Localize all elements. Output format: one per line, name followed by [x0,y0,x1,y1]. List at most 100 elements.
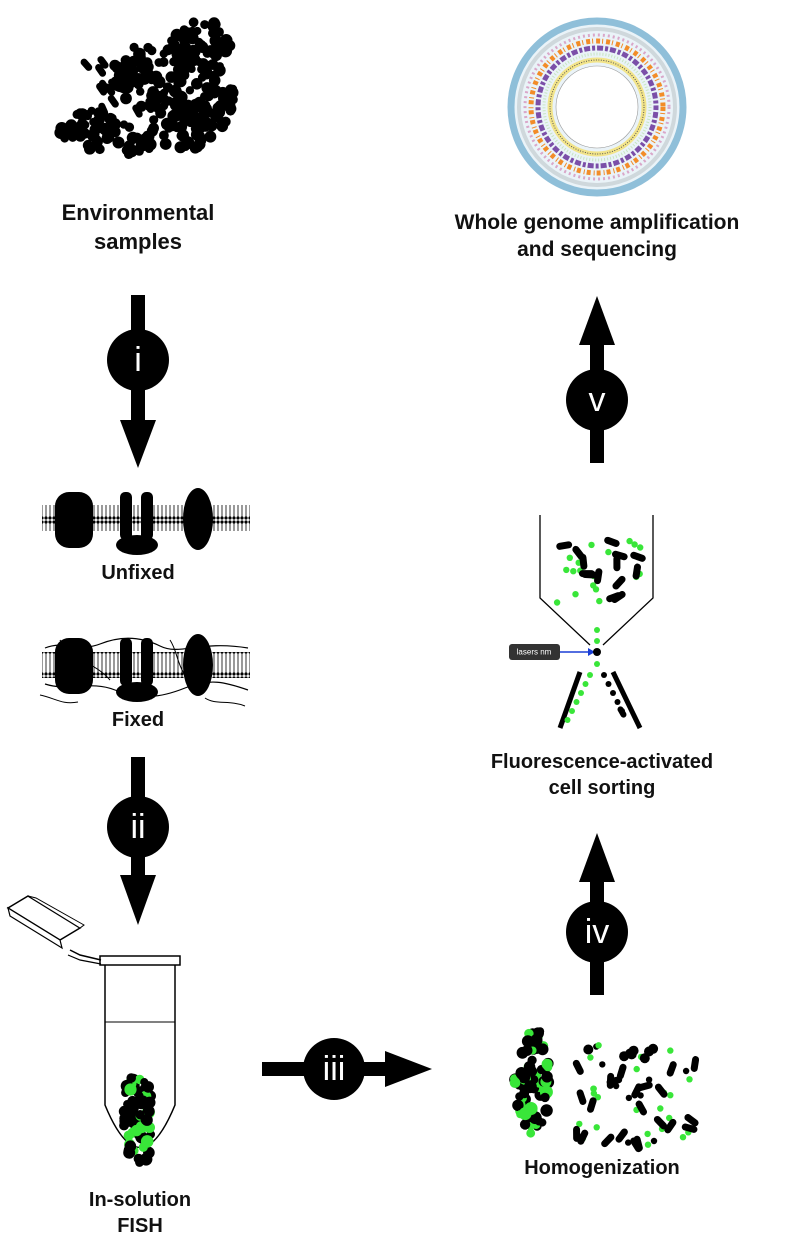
cell [200,92,208,100]
step-iii-arrow [262,1038,432,1100]
cell [616,1063,627,1080]
cell [683,1068,689,1074]
homogenized-clump [509,1027,554,1137]
cell [627,1049,637,1059]
homogenization-label: Homogenization [482,1155,722,1181]
cell [175,141,187,153]
step-ii-label: ii [130,808,145,846]
cell [667,1047,673,1053]
cell [159,57,169,67]
fixed-label: Fixed [48,707,228,733]
cell [113,137,125,149]
cell [657,1105,663,1111]
cell [209,71,219,81]
cell [586,1096,597,1113]
cell [626,1095,632,1101]
cell [591,1090,597,1096]
cell [600,1132,616,1148]
cell [124,1145,134,1155]
wga-line-1: Whole genome amplification [412,209,782,236]
cell [610,690,616,696]
step-iii-label: iii [323,1050,346,1088]
cell [651,1138,657,1144]
cell [530,1034,542,1046]
environmental-samples-label: Environmental samples [38,199,238,256]
facs-cells [554,536,647,723]
step-v-arrow [566,296,628,463]
cell [554,599,560,605]
cell [594,638,600,644]
step-iv-label: iv [585,913,610,951]
cell [170,99,180,109]
cell [542,1059,553,1070]
cell [186,57,194,65]
cell [603,536,620,548]
cell [587,1054,593,1060]
cell [601,672,607,678]
cell [616,705,627,718]
cell [190,115,199,124]
cell [599,1061,605,1067]
cell [120,93,132,105]
cell [141,1114,153,1126]
wga-line-2: and sequencing [412,236,782,263]
cell [593,648,601,656]
cell [74,124,83,133]
in-solution-fish-line-2: FISH [40,1213,240,1239]
cell [583,681,589,687]
cell [605,549,611,555]
cell [667,1092,673,1098]
cell [147,105,155,113]
cell [217,121,229,133]
cell [171,29,184,42]
cell [229,85,237,93]
cell [563,567,569,573]
step-i-label: i [134,341,142,379]
environmental-samples-line-1: Environmental [38,199,238,228]
cell [109,60,120,71]
cell [569,708,575,714]
circular-genome-map-icon [511,21,683,193]
cell [223,36,232,45]
cell [606,681,612,687]
cell [62,127,73,138]
cell [202,121,211,130]
cell [565,717,571,723]
cell [207,45,215,53]
cell [644,1131,650,1137]
cell [686,1076,692,1082]
cell [147,46,156,55]
cell [196,58,204,66]
cell [587,672,593,678]
cell [106,94,120,109]
facs-label: Fluorescence-activated cell sorting [452,749,752,801]
fish-labelled-cell-clump [119,1073,156,1167]
cell [102,133,113,144]
cell [523,1045,532,1054]
cell [94,137,103,146]
cell [190,143,201,154]
cell [520,1119,530,1129]
cell [540,1104,552,1116]
cell [119,1114,128,1123]
cell [151,95,162,106]
cell [134,1154,144,1164]
cell [594,1124,600,1130]
cell [640,1053,650,1063]
cell [607,1073,615,1089]
cell [225,103,236,114]
cell [596,598,602,604]
facs-nozzle-icon [509,515,653,728]
cell [541,1071,552,1082]
cell [150,71,162,83]
cell [155,108,166,119]
cell [142,1081,154,1093]
cell [637,544,643,550]
cell [159,131,169,141]
cell [203,83,213,93]
wga-label: Whole genome amplification and sequencin… [412,209,782,264]
cell [666,1060,678,1077]
cell [139,134,148,143]
environmental-samples-icon [54,17,238,159]
